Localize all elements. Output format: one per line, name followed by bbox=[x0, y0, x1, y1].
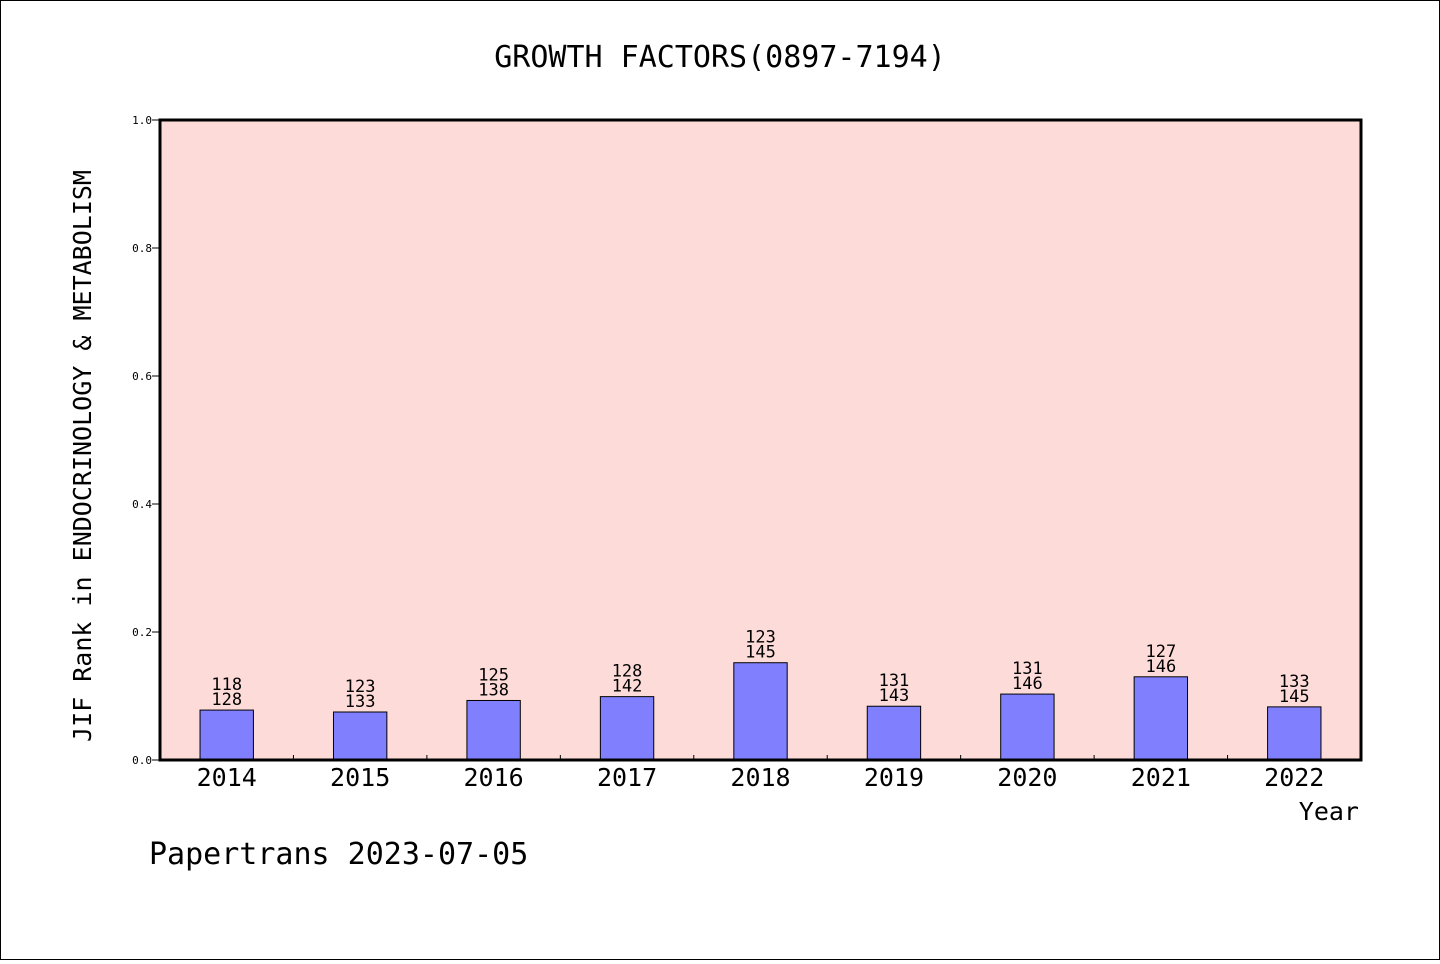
bar-rank-label: 133 bbox=[1279, 672, 1310, 692]
bar-rank-label: 118 bbox=[211, 675, 242, 695]
bar-rank-label: 123 bbox=[345, 677, 376, 697]
bar-2021 bbox=[1133, 676, 1189, 761]
bar-total-label: 145 bbox=[745, 643, 776, 663]
bar-rank-label: 131 bbox=[879, 671, 910, 691]
x-tick-label: 2022 bbox=[1264, 763, 1324, 792]
bar-total-label: 146 bbox=[1012, 674, 1043, 694]
x-tick-label: 2017 bbox=[597, 763, 657, 792]
bar-total-label: 145 bbox=[1279, 687, 1310, 707]
x-tick-label: 2021 bbox=[1131, 763, 1191, 792]
x-tick-label: 2016 bbox=[464, 763, 524, 792]
bar-rank-label: 123 bbox=[745, 628, 776, 648]
bar-2017 bbox=[599, 696, 655, 761]
x-axis-ticks: 2014 2015 2016 2017 2018 2019 2020 2021 2022 bbox=[197, 755, 1324, 792]
bar-labels: 1181281231331251381281421231451311431311… bbox=[211, 628, 1309, 712]
bar-rank-label: 125 bbox=[478, 665, 509, 685]
y-axis-ticks: 0.0 0.2 0.4 0.6 0.8 1.0 bbox=[132, 114, 160, 767]
bar-2022 bbox=[1267, 706, 1322, 761]
bar-total-label: 146 bbox=[1145, 657, 1176, 677]
x-tick-label: 2015 bbox=[330, 763, 390, 792]
y-tick-label: 0.4 bbox=[132, 498, 152, 511]
bar-total-label: 142 bbox=[612, 677, 643, 697]
x-tick-label: 2014 bbox=[197, 763, 257, 792]
y-tick-label: 1.0 bbox=[132, 114, 152, 127]
bar-total-label: 143 bbox=[879, 686, 910, 706]
bar-2014 bbox=[199, 709, 254, 761]
bar-2020 bbox=[1000, 693, 1055, 761]
bar-total-label: 128 bbox=[211, 690, 242, 710]
y-tick-label: 0.2 bbox=[132, 626, 152, 639]
footer-text: Papertrans 2023-07-05 bbox=[149, 837, 528, 872]
bar-2019 bbox=[866, 705, 922, 761]
x-axis-label: Year bbox=[1299, 797, 1359, 826]
x-tick-label: 2018 bbox=[730, 763, 790, 792]
bar-2015 bbox=[332, 711, 388, 761]
bar-rank-label: 127 bbox=[1145, 642, 1176, 662]
x-tick-label: 2020 bbox=[997, 763, 1057, 792]
bar-total-label: 133 bbox=[345, 692, 376, 712]
bars bbox=[199, 662, 1322, 761]
bar-2018 bbox=[733, 662, 788, 761]
bar-rank-label: 128 bbox=[612, 662, 643, 682]
bar-total-label: 138 bbox=[478, 680, 509, 700]
plot-area bbox=[160, 120, 1361, 760]
y-tick-label: 0.6 bbox=[132, 370, 152, 383]
bar-2016 bbox=[466, 699, 521, 761]
y-axis-label: JIF Rank in ENDOCRINOLOGY & METABOLISM bbox=[68, 170, 97, 742]
bar-rank-label: 131 bbox=[1012, 659, 1043, 679]
y-tick-label: 0.8 bbox=[132, 242, 152, 255]
plot-border bbox=[158, 118, 1363, 762]
y-tick-label: 0.0 bbox=[132, 754, 152, 767]
x-tick-label: 2019 bbox=[864, 763, 924, 792]
chart-title: GROWTH FACTORS(0897-7194) bbox=[494, 40, 946, 75]
